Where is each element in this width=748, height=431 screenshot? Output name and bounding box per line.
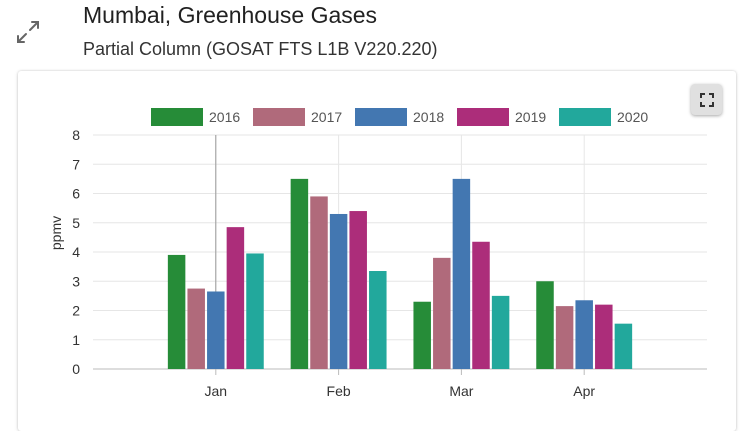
legend-swatch [559,108,611,126]
page-subtitle: Partial Column (GOSAT FTS L1B V220.220) [83,39,438,59]
bar-2018-feb[interactable] [329,213,348,369]
bar-2019-feb[interactable] [349,211,367,369]
bar-2017-apr[interactable] [555,306,574,369]
bar-2019-jan[interactable] [226,227,245,369]
x-tick-label: Apr [573,383,595,399]
y-tick-label: 5 [72,215,80,231]
bar-2019-mar[interactable] [472,241,490,369]
legend-label: 2017 [311,109,342,125]
y-tick-label: 7 [72,156,80,172]
bar-2018-mar[interactable] [452,178,471,369]
legend-swatch [151,108,203,126]
expand-arrows-icon[interactable] [14,18,42,46]
bar-2019-apr[interactable] [595,304,613,369]
legend-label: 2018 [413,109,444,125]
y-tick-label: 0 [72,361,80,377]
y-tick-label: 2 [72,303,80,319]
chart-card: 0 1 2 3 4 5 6 7 8 Jan Feb Mar Apr 2016 2017 2018 2019 20… [18,71,736,431]
fullscreen-button[interactable] [691,84,722,115]
legend-swatch [457,108,509,126]
legend-swatch [253,108,305,126]
bar-2017-feb[interactable] [310,196,328,369]
bar-2020-mar[interactable] [491,295,510,369]
y-tick-label: 8 [72,127,80,143]
bar-2020-feb[interactable] [369,271,387,369]
legend-item-2018[interactable]: 2018 [355,108,444,126]
legend-item-2017[interactable]: 2017 [253,108,342,126]
legend-item-2020[interactable]: 2020 [559,108,648,126]
bar-2020-apr[interactable] [614,323,633,369]
bar-2018-apr[interactable] [575,300,593,369]
legend-item-2016[interactable]: 2016 [151,108,240,126]
x-tick-label: Jan [205,383,228,399]
legend-label: 2020 [617,109,648,125]
legend-swatch [355,108,407,126]
y-axis-label: ppmv [48,216,64,250]
fullscreen-icon [699,92,714,107]
bar-2016-feb[interactable] [290,178,309,369]
bar-2020-jan[interactable] [246,253,264,369]
bar-chart: 0 1 2 3 4 5 6 7 8 Jan Feb Mar Apr 2016 2017 2018 2019 20… [48,108,707,399]
bar-2016-apr[interactable] [536,281,554,369]
y-tick-label: 4 [72,244,80,260]
bar-2018-jan[interactable] [207,291,225,369]
y-tick-label: 3 [72,273,80,289]
legend-label: 2016 [209,109,240,125]
bar-2017-mar[interactable] [433,257,451,369]
x-tick-label: Feb [327,383,351,399]
x-tick-label: Mar [449,383,473,399]
y-tick-label: 1 [72,332,80,348]
legend-item-2019[interactable]: 2019 [457,108,546,126]
bar-2016-jan[interactable] [167,254,186,369]
page-title: Mumbai, Greenhouse Gases [83,2,378,28]
bar-2016-mar[interactable] [413,301,431,369]
bar-2017-jan[interactable] [187,288,205,369]
y-tick-label: 6 [72,186,80,202]
legend-label: 2019 [515,109,546,125]
